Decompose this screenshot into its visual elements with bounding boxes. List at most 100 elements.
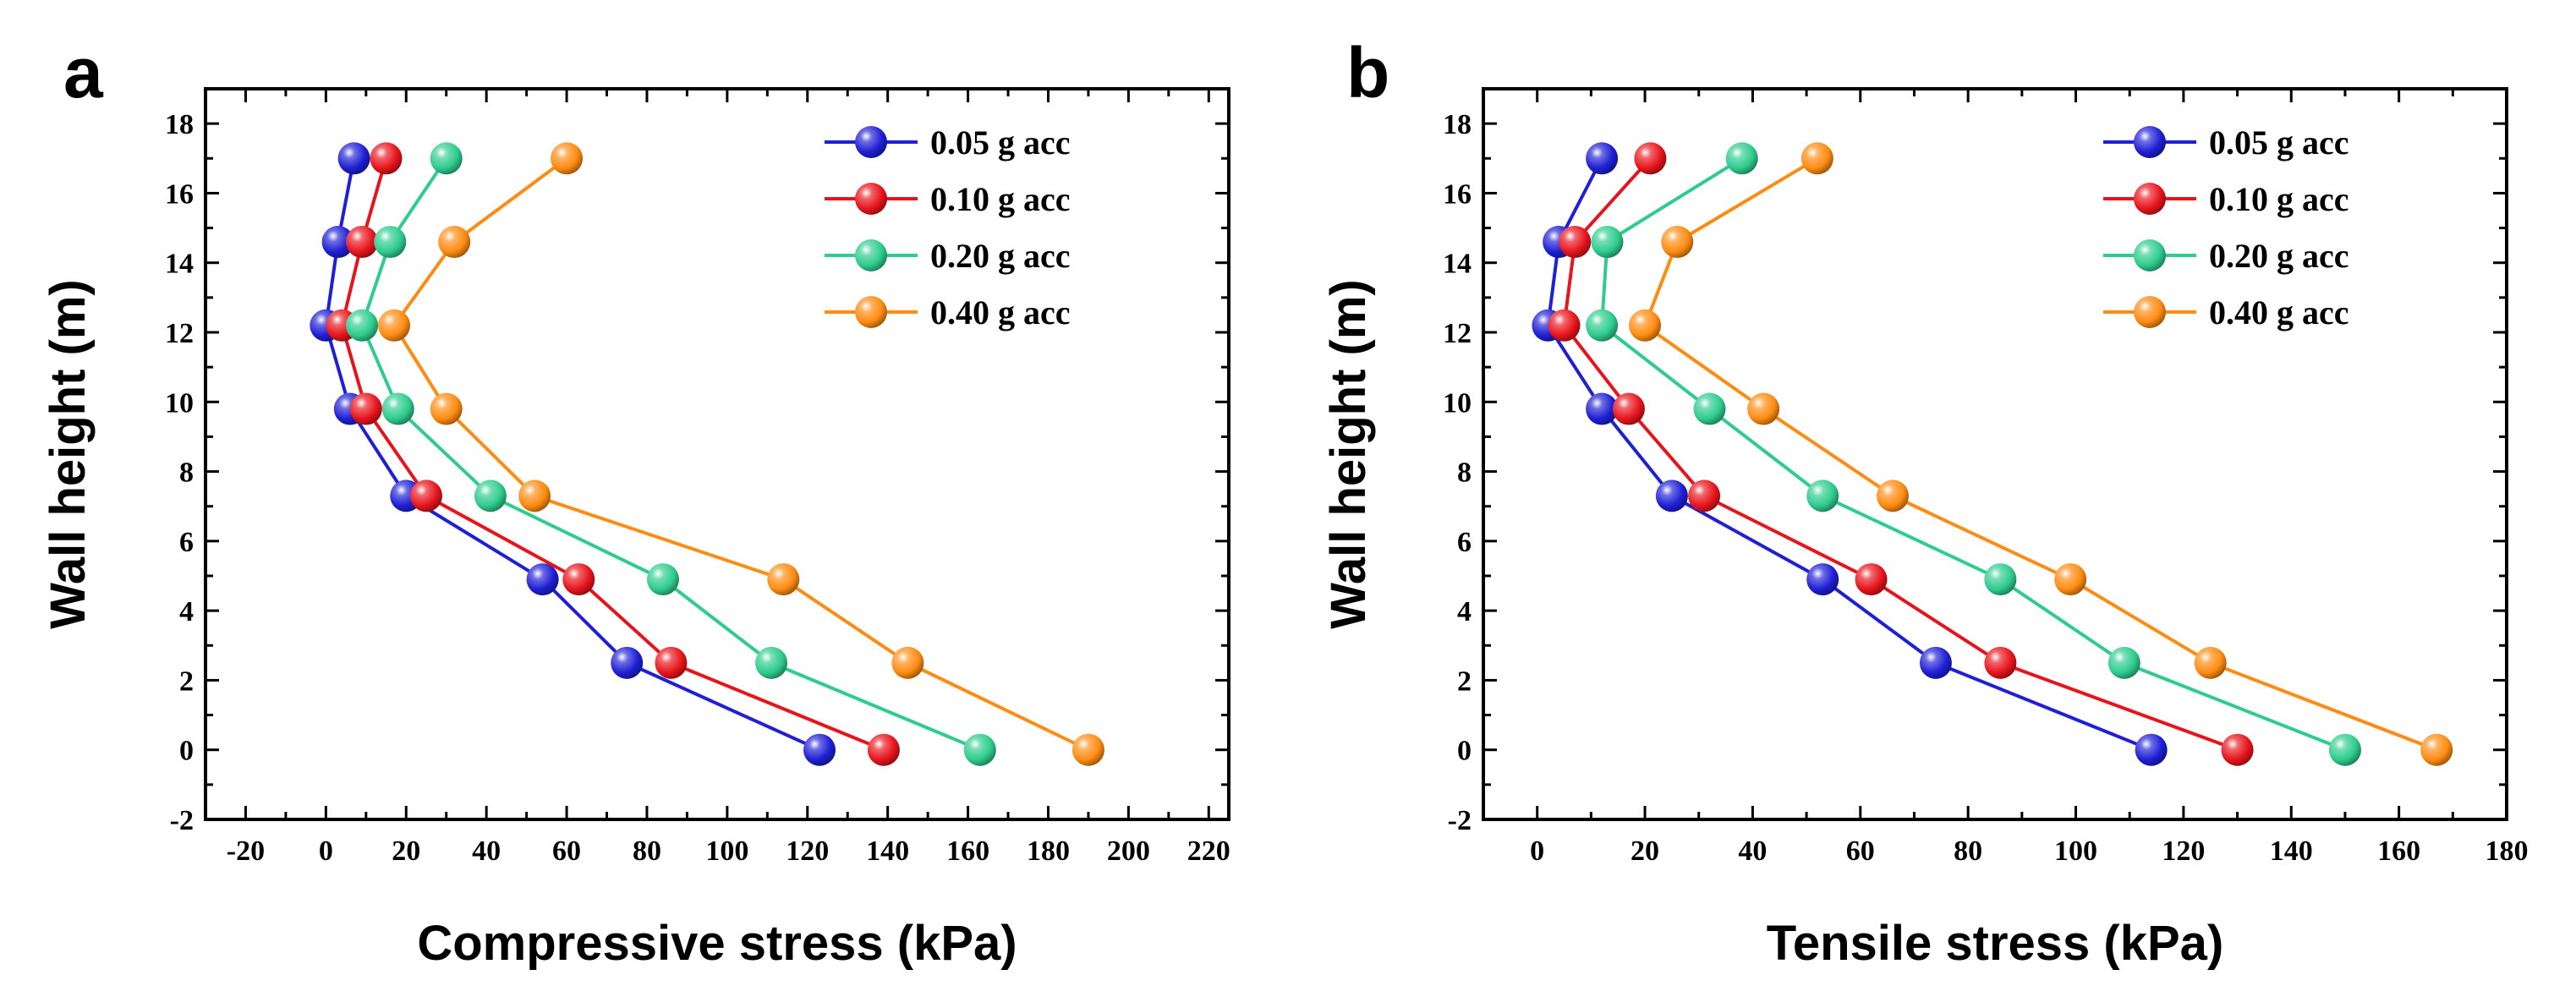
data-point: [551, 142, 584, 175]
series-line: [1546, 157, 2152, 752]
y-tick-label: -2: [170, 805, 194, 836]
data-point: [2221, 733, 2254, 766]
data-point: [1586, 142, 1619, 175]
x-axis-title: Tensile stress (kPa): [1767, 916, 2224, 971]
y-tick-label: 16: [165, 178, 194, 210]
data-point: [1586, 309, 1619, 342]
x-tick-label: 140: [2270, 835, 2313, 867]
data-point: [1984, 646, 2017, 679]
x-tick-label: 160: [2377, 835, 2420, 867]
data-point: [2328, 733, 2361, 766]
x-tick-label: 20: [392, 835, 420, 867]
data-point: [1655, 479, 1688, 512]
data-point: [430, 392, 463, 425]
data-point: [321, 226, 354, 259]
chart-panel-b: 0 20 40 60 80 100 120 140 160 180 -2 0 2 4 6 8 10 12 14 16 1…: [1321, 33, 2529, 971]
legend-label: 0.20 g acc: [930, 237, 1071, 275]
data-point: [2107, 646, 2140, 679]
data-point: [1072, 733, 1104, 766]
legend-label: 0.40 g acc: [2209, 293, 2349, 331]
y-tick-label: 12: [165, 318, 194, 349]
y-tick-label: 10: [165, 387, 194, 419]
legend-marker: [2134, 239, 2166, 271]
data-point: [2420, 733, 2453, 766]
x-tick-label: 160: [946, 835, 989, 867]
y-tick-label: 8: [179, 457, 194, 489]
data-point: [767, 563, 800, 596]
data-point: [1855, 563, 1888, 596]
data-point: [381, 392, 414, 425]
y-axis-title: Wall height (m): [41, 279, 96, 628]
data-point: [370, 142, 403, 175]
y-tick-label: 16: [1443, 178, 1472, 210]
y-tick-label: 4: [1457, 596, 1472, 627]
x-tick-label: 0: [319, 835, 333, 867]
y-tick-label: 0: [1457, 736, 1472, 767]
data-point: [518, 479, 551, 512]
data-point: [1634, 142, 1667, 175]
x-tick-label: 200: [1107, 835, 1150, 867]
data-point: [646, 563, 679, 596]
data-point: [1559, 226, 1592, 259]
panel-label: b: [1346, 33, 1389, 112]
plot-frame: [1482, 87, 2508, 821]
y-tick-label: 2: [1457, 666, 1472, 697]
x-tick-label: 220: [1187, 835, 1230, 867]
legend-label: 0.10 g acc: [2209, 180, 2349, 218]
data-point: [1877, 479, 1909, 512]
x-tick-label: 140: [866, 835, 909, 867]
data-point: [562, 563, 595, 596]
y-tick-label: 12: [1443, 318, 1472, 349]
x-tick-label: 40: [472, 835, 501, 867]
data-point: [803, 733, 836, 766]
y-tick-label: 10: [1443, 387, 1472, 419]
data-point: [1725, 142, 1758, 175]
x-tick-label: 40: [1738, 835, 1767, 867]
x-axis-title: Compressive stress (kPa): [417, 916, 1017, 971]
legend-marker: [2134, 296, 2166, 328]
data-point: [349, 392, 382, 425]
data-point: [1548, 309, 1581, 342]
data-point: [1612, 392, 1645, 425]
data-point: [474, 479, 507, 512]
data-point: [2135, 733, 2168, 766]
chart-panel-a: -20 0 20 40 60 80 100 120 140 160 180 200 220-202468…: [41, 33, 1230, 971]
legend-marker: [2134, 126, 2166, 158]
data-point: [337, 142, 370, 175]
data-point: [374, 226, 407, 259]
legend-label: 0.10 g acc: [930, 180, 1071, 218]
data-point: [430, 142, 463, 175]
legend-label: 0.20 g acc: [2209, 237, 2349, 275]
data-point: [1693, 392, 1726, 425]
data-point: [611, 646, 644, 679]
data-point: [378, 309, 411, 342]
x-tick-label: 180: [1027, 835, 1070, 867]
y-tick-label: 18: [165, 109, 194, 140]
data-point: [1984, 563, 2017, 596]
y-tick-label: 6: [1457, 527, 1472, 558]
legend-marker: [855, 126, 887, 158]
data-point: [409, 479, 442, 512]
y-tick-label: -2: [1448, 805, 1472, 836]
x-tick-label: 180: [2486, 835, 2529, 867]
data-point: [1661, 226, 1694, 259]
legend-marker: [855, 239, 887, 271]
legend-marker: [855, 183, 887, 215]
x-tick-label: -20: [227, 835, 265, 867]
legend-marker: [855, 296, 887, 328]
data-point: [1919, 646, 1952, 679]
y-tick-label: 4: [179, 596, 194, 627]
data-point: [1629, 309, 1662, 342]
y-axis-title: Wall height (m): [1321, 279, 1376, 628]
data-point: [1747, 392, 1780, 425]
legend-label: 0.40 g acc: [930, 293, 1071, 331]
y-tick-label: 0: [179, 736, 194, 767]
data-point: [346, 309, 379, 342]
y-tick-label: 14: [1443, 249, 1472, 280]
y-tick-label: 2: [179, 666, 194, 697]
data-point: [1806, 563, 1839, 596]
x-tick-label: 60: [552, 835, 581, 867]
data-point: [1591, 226, 1624, 259]
legend-label: 0.05 g acc: [2209, 123, 2349, 162]
